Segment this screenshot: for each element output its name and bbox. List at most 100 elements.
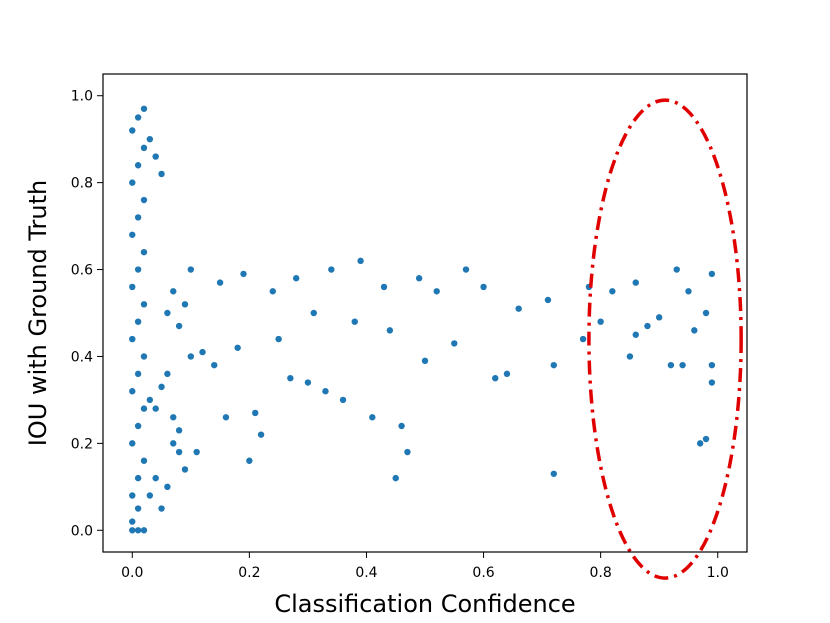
data-point — [415, 275, 423, 282]
data-point — [134, 114, 142, 121]
x-tick-label: 0.8 — [590, 565, 612, 581]
data-point — [129, 492, 136, 499]
data-point — [175, 322, 183, 330]
data-point — [140, 105, 148, 112]
x-tick-label: 0.4 — [355, 565, 377, 581]
data-point — [164, 483, 171, 491]
y-tick-label: 1.0 — [71, 89, 93, 105]
data-point — [579, 335, 587, 343]
data-point — [503, 370, 511, 378]
data-point — [134, 527, 142, 534]
data-point — [129, 335, 136, 343]
plot-frame — [102, 73, 748, 553]
data-point — [609, 288, 616, 295]
data-point — [451, 340, 458, 347]
data-point — [175, 427, 183, 434]
data-point — [170, 288, 177, 295]
data-point — [433, 288, 440, 295]
data-point — [140, 248, 148, 256]
data-point — [134, 214, 142, 221]
y-tick-label: 0.6 — [71, 263, 93, 279]
data-point — [392, 474, 399, 482]
data-point — [129, 440, 136, 447]
data-point — [134, 318, 142, 325]
data-point — [134, 370, 142, 378]
data-point — [129, 527, 136, 534]
data-point — [199, 348, 206, 356]
data-point — [679, 361, 686, 369]
data-point — [550, 470, 557, 477]
data-point — [304, 379, 312, 386]
data-point — [129, 283, 136, 291]
data-point — [140, 527, 148, 534]
data-point — [386, 327, 394, 334]
data-point — [164, 309, 171, 317]
data-point — [246, 457, 253, 464]
data-point — [134, 505, 142, 512]
y-axis-title: IOU with Ground Truth — [24, 180, 52, 446]
data-point — [708, 379, 716, 386]
data-point — [181, 301, 189, 308]
data-point — [193, 448, 200, 456]
data-point — [140, 457, 148, 464]
data-point — [187, 266, 195, 273]
data-point — [287, 374, 294, 382]
x-tick-label: 1.0 — [707, 565, 729, 581]
data-point — [644, 322, 651, 330]
x-tick-label: 0.6 — [472, 565, 494, 581]
data-point — [322, 388, 329, 395]
y-tick-label: 0.0 — [71, 523, 93, 539]
data-point — [240, 270, 247, 278]
data-point — [129, 388, 136, 395]
x-tick-label: 0.2 — [238, 565, 260, 581]
data-point — [492, 374, 499, 382]
data-point — [129, 179, 136, 186]
data-point — [328, 266, 335, 273]
data-point — [134, 474, 142, 482]
data-point — [673, 266, 680, 273]
highlight-annotations — [587, 98, 743, 580]
data-point — [129, 518, 136, 525]
data-point — [146, 396, 154, 404]
y-tick-label: 0.2 — [71, 436, 93, 452]
data-point — [140, 196, 148, 204]
data-point — [597, 318, 604, 325]
data-point — [140, 405, 148, 412]
data-point — [544, 296, 552, 304]
x-axis-ticks: 0.0 0.2 0.4 0.6 0.8 1.0 — [121, 552, 729, 581]
data-point — [421, 357, 429, 364]
data-point — [134, 422, 142, 430]
y-axis-ticks: 0.0 0.2 0.4 0.6 0.8 1.0 — [71, 89, 103, 539]
data-point — [404, 448, 411, 456]
data-point — [181, 466, 189, 473]
data-point — [626, 353, 634, 360]
data-point — [685, 288, 692, 295]
data-point — [708, 270, 716, 278]
data-point — [702, 435, 710, 443]
y-tick-label: 0.8 — [71, 176, 93, 192]
data-point — [515, 305, 522, 312]
x-tick-label: 0.0 — [121, 565, 143, 581]
data-point — [158, 383, 165, 391]
data-point — [632, 279, 639, 286]
data-point — [655, 314, 663, 321]
data-point — [269, 288, 276, 295]
data-point — [140, 301, 148, 308]
data-point — [351, 318, 358, 325]
data-point — [275, 335, 282, 343]
data-point — [164, 370, 171, 378]
data-point — [152, 153, 159, 160]
data-point — [170, 440, 177, 447]
data-point — [216, 279, 224, 286]
data-point — [632, 331, 639, 338]
y-tick-label: 0.4 — [71, 349, 93, 365]
data-point — [310, 309, 317, 317]
data-point — [691, 327, 698, 334]
data-point — [129, 231, 136, 238]
data-point — [380, 283, 388, 291]
data-point — [257, 431, 265, 438]
scatter-points — [129, 105, 716, 534]
data-point — [398, 422, 405, 430]
data-point — [175, 448, 183, 456]
